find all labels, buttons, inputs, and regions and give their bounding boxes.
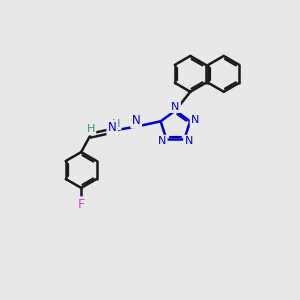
Text: H: H (112, 119, 120, 129)
Text: N: N (108, 122, 117, 134)
Text: H: H (87, 124, 95, 134)
Text: N: N (132, 114, 140, 127)
Text: F: F (78, 198, 85, 211)
Text: N: N (184, 136, 193, 146)
Text: N: N (158, 136, 166, 146)
Text: N: N (191, 115, 200, 125)
Text: N: N (171, 102, 180, 112)
